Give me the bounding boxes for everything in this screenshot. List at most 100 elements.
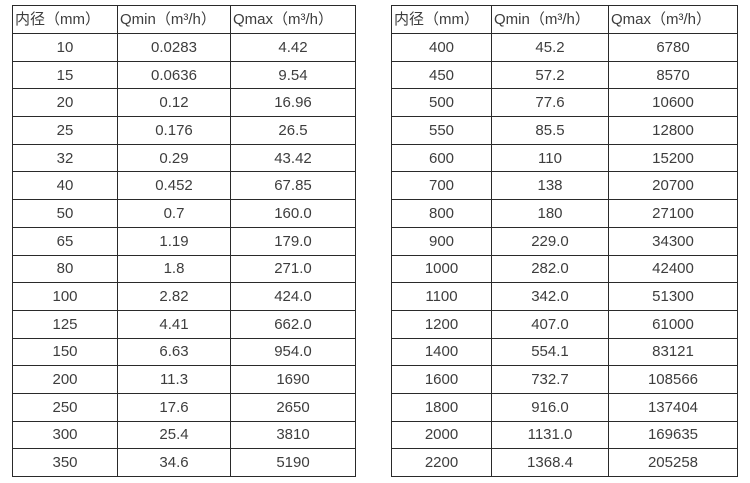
cell-qmin: 77.6 bbox=[491, 88, 609, 118]
cell-qmin: 282.0 bbox=[491, 254, 609, 284]
cell-qmin: 85.5 bbox=[491, 116, 609, 145]
table-row: 125 4.41 662.0 bbox=[12, 309, 356, 339]
cell-inner-diameter: 250 bbox=[12, 392, 118, 422]
table-row: 600 110 15200 bbox=[391, 143, 738, 173]
cell-qmax: 271.0 bbox=[230, 254, 356, 284]
table-row: 1100 342.0 51300 bbox=[391, 282, 738, 311]
table-row: 200 11.3 1690 bbox=[12, 365, 356, 394]
table-row: 2200 1368.4 205258 bbox=[391, 448, 738, 477]
cell-inner-diameter: 200 bbox=[12, 365, 118, 394]
cell-qmin: 110 bbox=[491, 143, 609, 173]
cell-qmax: 12800 bbox=[608, 116, 738, 145]
cell-inner-diameter: 900 bbox=[391, 226, 492, 256]
cell-qmin: 34.6 bbox=[117, 448, 231, 477]
cell-qmin: 138 bbox=[491, 171, 609, 201]
table-row: 80 1.8 271.0 bbox=[12, 254, 356, 284]
flow-table-large-diameters: 内径（mm） Qmin（m³/h） Qmax（m³/h） 400 45.2 6780… bbox=[391, 5, 738, 477]
cell-inner-diameter: 20 bbox=[12, 88, 118, 118]
table-row: 450 57.2 8570 bbox=[391, 60, 738, 90]
cell-inner-diameter: 10 bbox=[12, 33, 118, 62]
cell-qmax: 108566 bbox=[608, 365, 738, 394]
cell-qmin: 0.452 bbox=[117, 171, 231, 201]
cell-qmin: 0.7 bbox=[117, 199, 231, 228]
header-row: 内径（mm） Qmin（m³/h） Qmax（m³/h） bbox=[391, 5, 738, 34]
cell-qmax: 4.42 bbox=[230, 33, 356, 62]
cell-inner-diameter: 600 bbox=[391, 143, 492, 173]
cell-qmin: 1.8 bbox=[117, 254, 231, 284]
cell-inner-diameter: 50 bbox=[12, 199, 118, 228]
cell-qmax: 169635 bbox=[608, 420, 738, 450]
cell-qmin: 732.7 bbox=[491, 365, 609, 394]
cell-qmax: 67.85 bbox=[230, 171, 356, 201]
table-row: 700 138 20700 bbox=[391, 171, 738, 201]
table-row: 10 0.0283 4.42 bbox=[12, 33, 356, 62]
cell-qmin: 57.2 bbox=[491, 60, 609, 90]
cell-inner-diameter: 125 bbox=[12, 309, 118, 339]
cell-qmax: 26.5 bbox=[230, 116, 356, 145]
cell-qmin: 1368.4 bbox=[491, 448, 609, 477]
table-row: 250 17.6 2650 bbox=[12, 392, 356, 422]
cell-qmax: 16.96 bbox=[230, 88, 356, 118]
header-row: 内径（mm） Qmin（m³/h） Qmax（m³/h） bbox=[12, 5, 356, 34]
cell-qmin: 1.19 bbox=[117, 226, 231, 256]
table-row: 1200 407.0 61000 bbox=[391, 309, 738, 339]
cell-inner-diameter: 100 bbox=[12, 282, 118, 311]
cell-inner-diameter: 700 bbox=[391, 171, 492, 201]
cell-inner-diameter: 80 bbox=[12, 254, 118, 284]
cell-qmax: 179.0 bbox=[230, 226, 356, 256]
cell-qmin: 0.0283 bbox=[117, 33, 231, 62]
table-row: 50 0.7 160.0 bbox=[12, 199, 356, 228]
cell-qmin: 1131.0 bbox=[491, 420, 609, 450]
cell-qmax: 42400 bbox=[608, 254, 738, 284]
table-row: 1800 916.0 137404 bbox=[391, 392, 738, 422]
table-row: 2000 1131.0 169635 bbox=[391, 420, 738, 450]
cell-inner-diameter: 1200 bbox=[391, 309, 492, 339]
cell-inner-diameter: 2000 bbox=[391, 420, 492, 450]
cell-qmin: 554.1 bbox=[491, 337, 609, 367]
cell-inner-diameter: 500 bbox=[391, 88, 492, 118]
table-row: 1000 282.0 42400 bbox=[391, 254, 738, 284]
header-qmax: Qmax（m³/h） bbox=[230, 5, 356, 34]
cell-qmin: 0.12 bbox=[117, 88, 231, 118]
cell-qmin: 0.0636 bbox=[117, 60, 231, 90]
cell-qmax: 160.0 bbox=[230, 199, 356, 228]
table-row: 1400 554.1 83121 bbox=[391, 337, 738, 367]
cell-qmax: 3810 bbox=[230, 420, 356, 450]
cell-qmin: 0.29 bbox=[117, 143, 231, 173]
cell-qmin: 2.82 bbox=[117, 282, 231, 311]
cell-qmin: 6.63 bbox=[117, 337, 231, 367]
cell-qmax: 954.0 bbox=[230, 337, 356, 367]
cell-qmin: 11.3 bbox=[117, 365, 231, 394]
cell-inner-diameter: 450 bbox=[391, 60, 492, 90]
cell-inner-diameter: 550 bbox=[391, 116, 492, 145]
table-row: 500 77.6 10600 bbox=[391, 88, 738, 118]
cell-qmin: 916.0 bbox=[491, 392, 609, 422]
cell-inner-diameter: 32 bbox=[12, 143, 118, 173]
header-qmax: Qmax（m³/h） bbox=[608, 5, 738, 34]
table-row: 65 1.19 179.0 bbox=[12, 226, 356, 256]
cell-qmax: 61000 bbox=[608, 309, 738, 339]
cell-qmax: 2650 bbox=[230, 392, 356, 422]
table-row: 100 2.82 424.0 bbox=[12, 282, 356, 311]
cell-qmin: 4.41 bbox=[117, 309, 231, 339]
cell-inner-diameter: 1600 bbox=[391, 365, 492, 394]
cell-inner-diameter: 150 bbox=[12, 337, 118, 367]
header-qmin: Qmin（m³/h） bbox=[117, 5, 231, 34]
cell-qmax: 1690 bbox=[230, 365, 356, 394]
cell-qmax: 34300 bbox=[608, 226, 738, 256]
cell-qmin: 407.0 bbox=[491, 309, 609, 339]
cell-qmax: 205258 bbox=[608, 448, 738, 477]
cell-qmin: 342.0 bbox=[491, 282, 609, 311]
cell-qmax: 20700 bbox=[608, 171, 738, 201]
cell-inner-diameter: 25 bbox=[12, 116, 118, 145]
cell-qmin: 45.2 bbox=[491, 33, 609, 62]
cell-qmax: 15200 bbox=[608, 143, 738, 173]
cell-qmax: 43.42 bbox=[230, 143, 356, 173]
cell-qmax: 8570 bbox=[608, 60, 738, 90]
cell-inner-diameter: 15 bbox=[12, 60, 118, 90]
cell-qmin: 0.176 bbox=[117, 116, 231, 145]
cell-qmax: 662.0 bbox=[230, 309, 356, 339]
cell-inner-diameter: 65 bbox=[12, 226, 118, 256]
cell-qmax: 137404 bbox=[608, 392, 738, 422]
header-qmin: Qmin（m³/h） bbox=[491, 5, 609, 34]
